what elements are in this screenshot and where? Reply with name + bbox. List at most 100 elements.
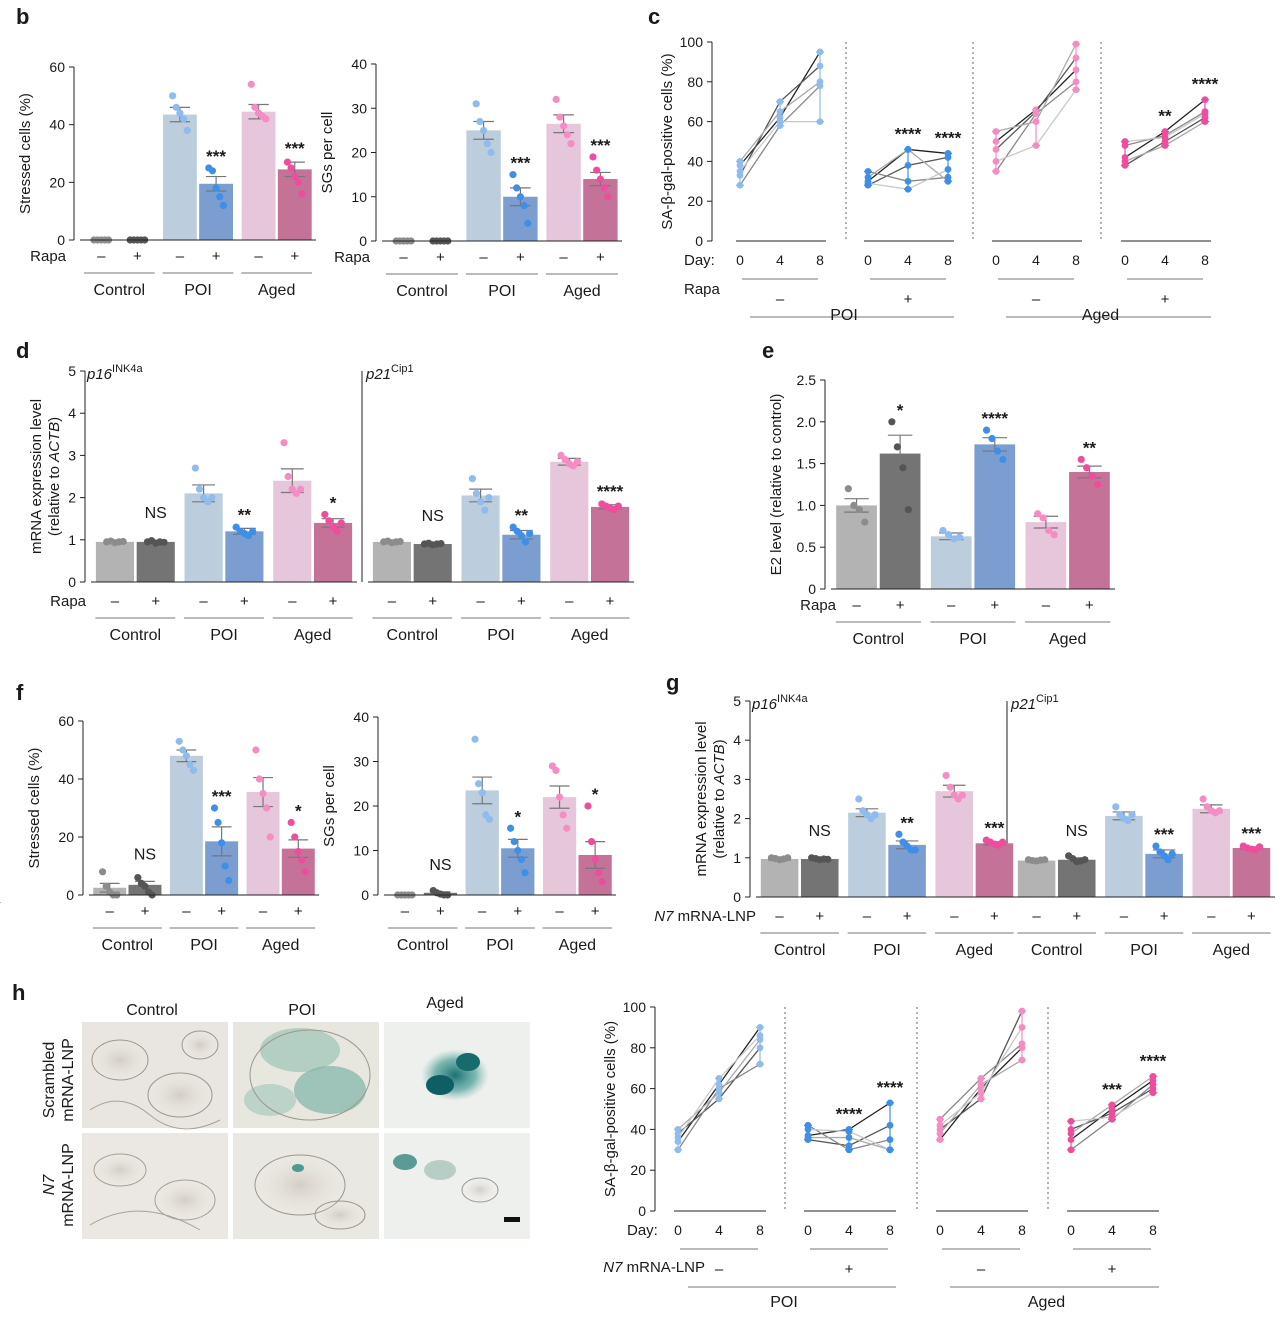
c-ytick-label: 100 (680, 34, 704, 50)
f1-treat-sign: + (294, 903, 303, 920)
h-xtick-label: 8 (886, 1222, 894, 1238)
h-row1-line1: Scrambled (41, 1042, 58, 1118)
f1-sig-label: *** (212, 787, 232, 806)
b2-chart: 0 10 20 30 40 SGs per cell *** *** Rapa – + – + – + Con… (319, 56, 622, 300)
g-p16-bar (800, 858, 839, 897)
b2-point (593, 166, 601, 174)
h-row2-line2: mRNA-LNP (60, 1143, 77, 1227)
f1-point (291, 833, 299, 841)
f1-point (259, 789, 267, 798)
f2-treat-sign: + (513, 903, 522, 920)
c-day-label: Day: (684, 252, 715, 269)
e-ylabel: E2 level (relative to control) (768, 394, 785, 576)
e-treat-sign: – (947, 597, 956, 614)
f1-treat-sign: – (106, 903, 115, 920)
g-p16-bar (760, 858, 799, 897)
d-p21-sig-label: **** (597, 482, 624, 501)
d-ylabel: mRNA expression level (28, 399, 45, 554)
f1-point (134, 874, 142, 882)
f1-treat-sign: + (217, 903, 226, 920)
c-treat-sign: – (776, 291, 785, 308)
c-xtick-label: 0 (992, 252, 1000, 268)
f1-point (298, 856, 306, 864)
f2-treat-sign: + (436, 903, 445, 920)
g-p21-point (1124, 816, 1132, 825)
f1-point (266, 833, 274, 841)
d-p16-bar (225, 531, 264, 582)
f1-sig-label: * (295, 802, 302, 821)
g-p21-bar (1057, 859, 1096, 897)
d-p16-treat-sign: – (199, 593, 208, 610)
b1-bar (199, 183, 234, 240)
b2-bar (583, 179, 618, 241)
e-point (939, 526, 947, 535)
b2-treat-label: Rapa (334, 249, 371, 266)
g-p21-point (1081, 856, 1089, 864)
d-gene-label: p16INK4a (86, 363, 143, 383)
f2-point (591, 855, 599, 864)
e-point (1088, 472, 1096, 480)
c-xtick-label: 4 (776, 252, 784, 268)
micrograph-n7-control (82, 1133, 228, 1239)
e-point (850, 501, 858, 509)
d-p21-bar (413, 544, 452, 582)
g-p16-point (942, 771, 950, 780)
f2-treat-sign: – (555, 903, 564, 920)
b2-point (563, 131, 571, 139)
d-ylabel2-gene: ACTB (46, 422, 63, 463)
f2-point (507, 824, 515, 832)
h-ytick-label: 60 (630, 1081, 646, 1097)
e-point (1077, 455, 1085, 464)
g-p21-point (1112, 803, 1120, 811)
d-p21-point (472, 489, 481, 497)
b1-point (212, 184, 220, 192)
c-xtick-label: 0 (864, 252, 872, 268)
f2-ytick-label: 20 (353, 798, 369, 814)
b2-point (604, 193, 612, 201)
d-p21-point (481, 506, 489, 514)
e-chart: 0 0.5 1.0 1.5 2.0 2.5 E2 level (relative to co… (768, 372, 1115, 648)
g-p21-treat-sign: – (1207, 908, 1216, 925)
f1-point (182, 752, 190, 760)
f2-point (475, 780, 483, 788)
panel-label-h: h (12, 980, 25, 1005)
f2-point (598, 878, 606, 886)
f1-point (210, 804, 219, 812)
e-point (955, 533, 964, 541)
g-p16-group-label: Control (774, 942, 826, 959)
d-p16-point (337, 519, 345, 527)
g-p16-sig-label: NS (809, 823, 831, 840)
f2-treat-sign: – (478, 903, 487, 920)
b1-point (176, 109, 184, 117)
d-ytick-label: 3 (68, 447, 76, 463)
g-p21-group-label: Control (1031, 942, 1083, 959)
panel-label-b: b (16, 4, 29, 29)
b1-bar (277, 169, 312, 240)
b1-group-label: POI (184, 282, 212, 299)
g-p16-treat-sign: – (863, 908, 872, 925)
b2-group-label: Control (396, 283, 448, 300)
e-treat-sign: – (852, 597, 861, 614)
d-ytick-label: 2 (68, 490, 76, 506)
b1-point (183, 126, 191, 135)
f1-point (301, 868, 310, 876)
g-p16-treat-sign: + (815, 908, 824, 925)
b2-ytick-label: 20 (351, 145, 367, 161)
d-gene-name: p16 (86, 366, 113, 383)
d-p21-point (521, 538, 530, 546)
d-ytick-label: 4 (68, 405, 76, 421)
f2-ylabel: SGs per cell (321, 765, 338, 847)
scale-bar (504, 1217, 520, 1222)
g-p21-treat-sign: – (1120, 908, 1129, 925)
d-p21-treat-sign: + (428, 593, 437, 610)
e-point (982, 426, 991, 434)
b2-point (516, 193, 525, 201)
c-xtick-label: 8 (1072, 252, 1080, 268)
g-p16-treat-sign: – (775, 908, 784, 925)
e-ytick-label: 1.5 (797, 456, 817, 472)
b2-point (556, 113, 564, 121)
d-p16-point (284, 472, 292, 481)
b1-point (251, 103, 259, 111)
c-sig-label: **** (935, 128, 962, 147)
